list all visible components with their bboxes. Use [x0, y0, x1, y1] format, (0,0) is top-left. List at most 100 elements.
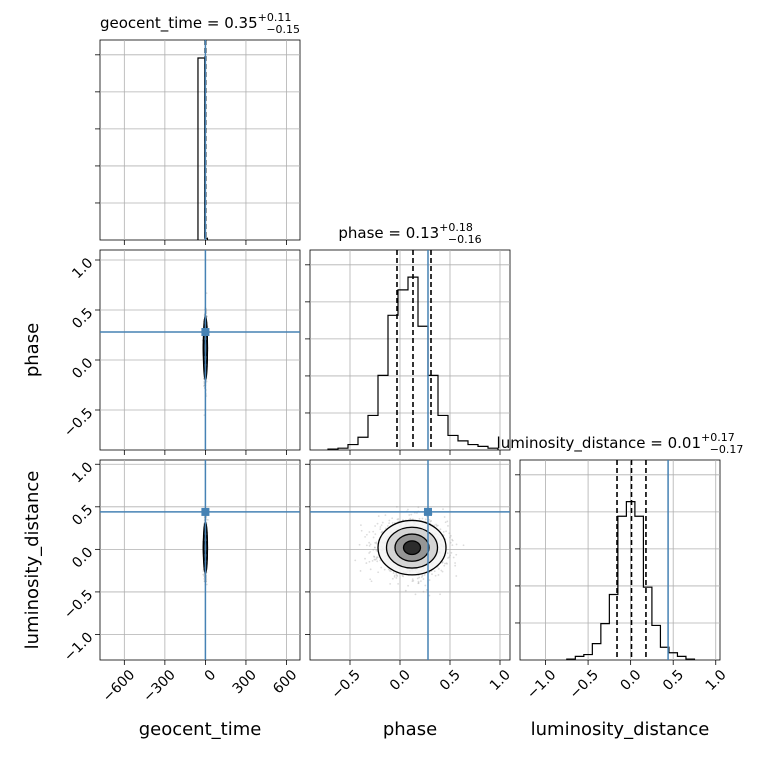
scatter-point	[388, 522, 390, 525]
scatter-point	[205, 583, 208, 586]
y-axis-label-phase: phase	[22, 323, 43, 377]
x-tick-label: 1.0	[703, 667, 730, 694]
scatter-point	[422, 578, 425, 580]
scatter-point	[431, 573, 433, 576]
panel-title-geocent_time: geocent_time = 0.35+0.11 −0.15	[100, 11, 300, 36]
panel-frame	[99, 39, 301, 241]
x-tick-label: 0.5	[437, 667, 464, 694]
scatter-point	[444, 562, 446, 565]
scatter-point	[373, 555, 375, 558]
scatter-point	[409, 517, 412, 520]
scatter-point	[441, 561, 444, 563]
panel-frame	[519, 459, 721, 661]
scatter-point	[374, 558, 377, 561]
scatter-point	[368, 544, 371, 547]
scatter-point	[377, 571, 380, 574]
panel-phase-luminosity_distance	[305, 459, 511, 665]
scatter-point	[404, 589, 407, 592]
scatter-point	[419, 580, 422, 583]
panel-frame	[99, 249, 301, 451]
panel-title-luminosity_distance: luminosity_distance = 0.01+0.17 −0.17	[497, 431, 744, 456]
scatter-point	[428, 594, 431, 597]
scatter-point	[377, 515, 380, 518]
y-tick-label: 1.0	[69, 255, 96, 282]
panel-frame	[99, 459, 301, 661]
x-tick-label: 1.0	[487, 667, 514, 694]
scatter-point	[380, 524, 383, 526]
scatter-point	[389, 570, 392, 573]
scatter-point	[448, 556, 451, 559]
scatter-point	[372, 530, 375, 533]
panel-luminosity_distance-luminosity_distance	[515, 459, 721, 665]
truth-marker	[201, 328, 210, 336]
x-tick-label: −600	[100, 667, 139, 706]
scatter-point	[446, 552, 449, 555]
scatter-point	[375, 557, 378, 560]
scatter-point	[424, 518, 427, 521]
scatter-point	[372, 548, 375, 551]
scatter-point	[454, 564, 457, 567]
scatter-point	[368, 552, 371, 554]
scatter-point	[443, 516, 446, 518]
scatter-point	[391, 521, 394, 524]
scatter-point	[441, 570, 444, 573]
panel-title-phase: phase = 0.13+0.18 −0.16	[338, 221, 481, 246]
scatter-point	[454, 562, 456, 564]
scatter-point	[446, 562, 448, 565]
x-tick-label: 600	[270, 667, 300, 697]
scatter-point	[373, 556, 376, 558]
scatter-point	[370, 580, 373, 583]
scatter-point	[388, 519, 391, 522]
scatter-point	[391, 517, 394, 520]
panel-geocent_time-luminosity_distance	[95, 459, 301, 665]
scatter-point	[374, 546, 376, 549]
scatter-point	[407, 508, 409, 511]
scatter-point	[428, 518, 431, 521]
scatter-point	[401, 574, 404, 577]
scatter-point	[429, 520, 432, 523]
scatter-point	[449, 554, 451, 557]
scatter-point	[437, 574, 440, 576]
scatter-point	[369, 578, 372, 581]
scatter-point	[365, 562, 368, 564]
y-tick-label: 1.0	[69, 459, 96, 486]
truth-marker	[201, 507, 210, 516]
scatter-point	[443, 564, 446, 567]
scatter-point	[430, 520, 433, 522]
scatter-point	[445, 562, 448, 565]
scatter-point	[369, 543, 372, 546]
y-axis-label-luminosity_distance: luminosity_distance	[22, 471, 43, 650]
scatter-point	[423, 574, 426, 576]
x-axis-label-phase: phase	[383, 719, 437, 740]
scatter-point	[387, 568, 390, 571]
scatter-point	[380, 566, 383, 569]
scatter-point	[428, 579, 431, 581]
scatter-point	[440, 569, 443, 572]
y-tick-label: −1.0	[61, 630, 96, 665]
x-tick-label: 0.5	[660, 667, 687, 694]
x-axis-label-geocent_time: geocent_time	[139, 719, 262, 740]
histogram-luminosity_distance	[566, 501, 696, 660]
scatter-point	[368, 560, 371, 563]
scatter-point	[418, 517, 421, 520]
scatter-point	[365, 533, 368, 536]
scatter-point	[206, 518, 209, 521]
scatter-point	[446, 520, 449, 523]
scatter-point	[422, 590, 425, 593]
scatter-point	[364, 535, 366, 538]
scatter-point	[376, 560, 379, 563]
density-contour-3	[402, 540, 422, 556]
scatter-point	[447, 525, 449, 527]
scatter-point	[439, 528, 442, 531]
scatter-point	[374, 525, 377, 527]
scatter-point	[393, 574, 396, 577]
scatter-point	[375, 541, 378, 544]
y-tick-label: 0.5	[69, 502, 96, 529]
scatter-point	[375, 542, 378, 545]
scatter-point	[384, 514, 387, 517]
scatter-point	[416, 577, 419, 580]
scatter-point	[368, 531, 371, 533]
scatter-point	[373, 546, 376, 549]
scatter-point	[395, 573, 398, 575]
